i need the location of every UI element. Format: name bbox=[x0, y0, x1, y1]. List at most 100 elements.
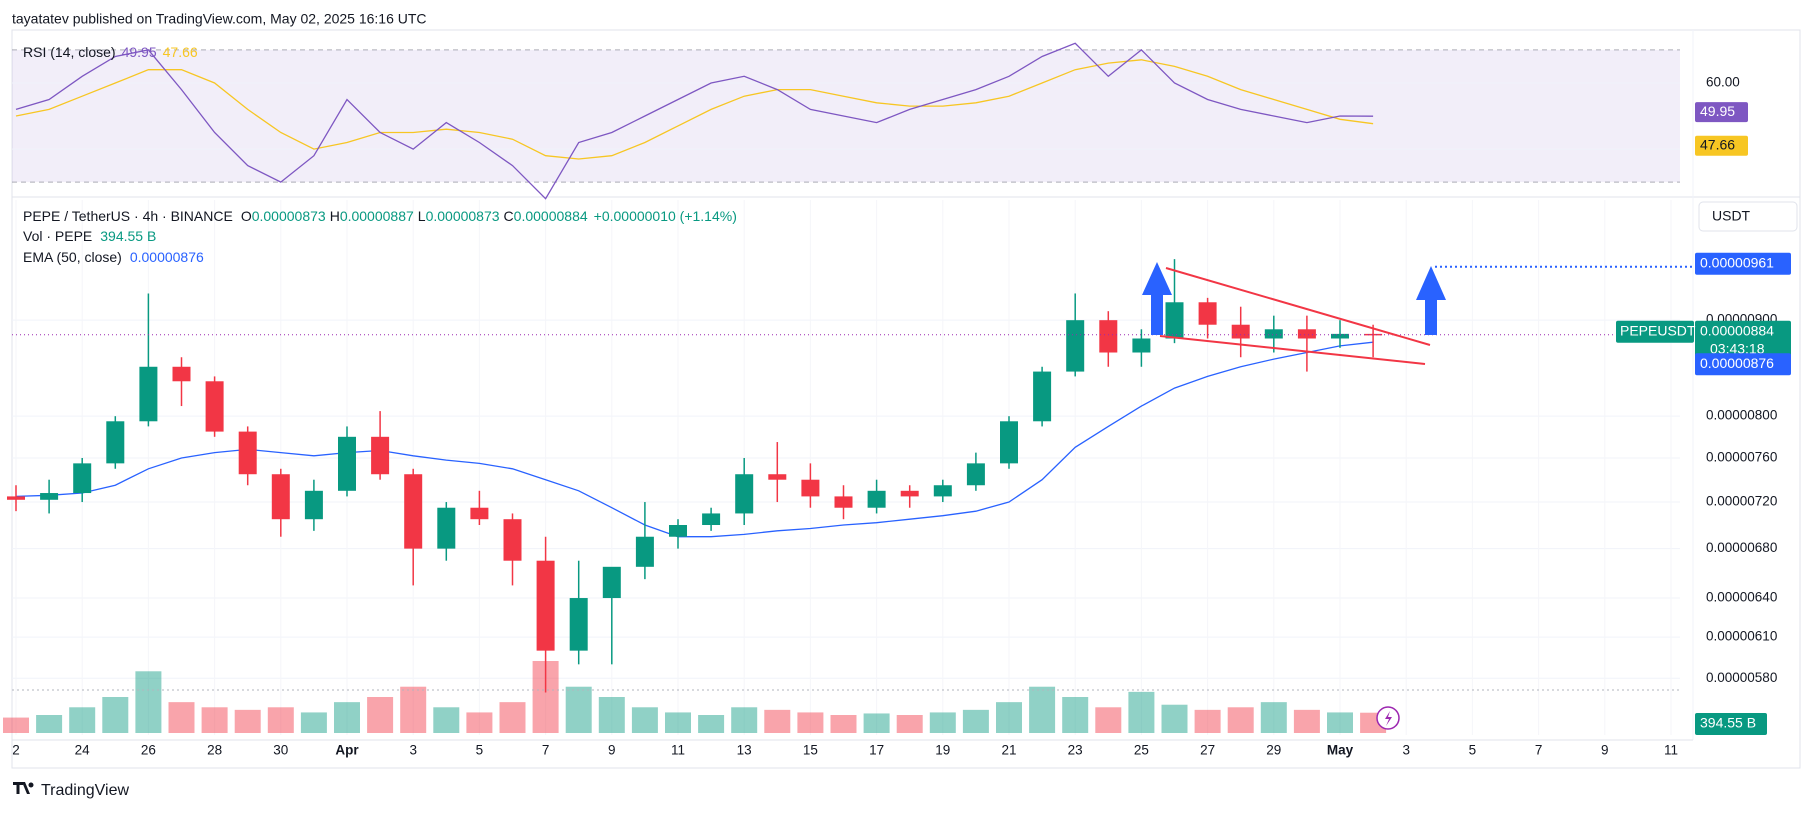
volume-bar bbox=[1062, 697, 1089, 733]
price-label-box bbox=[1695, 320, 1791, 359]
ohlc-key: L bbox=[418, 208, 426, 224]
x-tick-label: 13 bbox=[737, 743, 752, 758]
x-tick-label: 9 bbox=[608, 743, 616, 758]
currency-button[interactable] bbox=[1698, 201, 1798, 232]
x-tick-label: 24 bbox=[75, 743, 91, 758]
candle-body bbox=[669, 525, 687, 537]
candle-body bbox=[1099, 320, 1118, 353]
volume-bar bbox=[3, 717, 29, 733]
countdown: 03:43:18 bbox=[1710, 341, 1765, 357]
x-tick-label: Apr bbox=[335, 743, 359, 758]
candle-body bbox=[205, 381, 224, 432]
volume-bar bbox=[334, 702, 360, 733]
volume-bar bbox=[433, 707, 460, 733]
candle-body bbox=[834, 496, 853, 508]
x-tick-label: 30 bbox=[273, 743, 288, 758]
arrow-up bbox=[1416, 266, 1446, 335]
published: tayatatev published on TradingView.com, … bbox=[12, 11, 427, 27]
ema-value: 0.00000876 bbox=[130, 249, 204, 265]
candle-body bbox=[437, 507, 456, 549]
x-tick-label: 25 bbox=[1134, 743, 1149, 758]
y-tick-label: 0.00000580 bbox=[1706, 670, 1777, 685]
candle-body bbox=[768, 474, 787, 480]
volume-bar bbox=[896, 715, 923, 733]
candle-body bbox=[139, 366, 158, 422]
candle-body bbox=[1297, 329, 1316, 339]
ohlc-value: 0.00000887 bbox=[340, 208, 414, 224]
volume-bar bbox=[1029, 686, 1056, 733]
ema-title: EMA (50, close) bbox=[23, 249, 122, 265]
ohlc-key: C bbox=[504, 208, 514, 224]
candle-body bbox=[735, 474, 754, 514]
price-pane: 0.00000580 0.00000610 0.00000640 0.00000680… bbox=[3, 200, 1791, 758]
change: +0.00000010 (+1.14%) bbox=[594, 208, 737, 224]
candle-body bbox=[1264, 329, 1283, 339]
trendline-lower bbox=[1159, 335, 1426, 365]
ohlc-value: 0.00000873 bbox=[252, 208, 326, 224]
price-label: 0.00000876 bbox=[1700, 355, 1774, 371]
volume-bar bbox=[1260, 702, 1287, 733]
volume-bar bbox=[1227, 707, 1254, 733]
x-tick-label: 29 bbox=[1266, 743, 1281, 758]
candle-body bbox=[338, 436, 356, 491]
candle-body bbox=[966, 463, 985, 486]
currency[interactable]: USDT bbox=[1712, 208, 1751, 224]
x-tick-label: 9 bbox=[1601, 743, 1609, 758]
volume-value: 394.55 B bbox=[100, 228, 156, 244]
candle-body bbox=[271, 474, 290, 520]
y-tick-label: 0.00000680 bbox=[1706, 540, 1777, 555]
volume-bar bbox=[102, 697, 129, 733]
volume-bar bbox=[1293, 709, 1320, 733]
volume-bar bbox=[234, 709, 261, 733]
ohlc-key: H bbox=[330, 208, 340, 224]
volume-bar bbox=[698, 715, 725, 733]
candle-body bbox=[73, 463, 92, 494]
candle-body bbox=[569, 598, 588, 651]
volume-bar bbox=[1128, 691, 1155, 733]
candle-body bbox=[404, 474, 423, 549]
candle-body bbox=[238, 431, 257, 475]
candle-body bbox=[470, 507, 489, 520]
volume-bar bbox=[962, 709, 989, 733]
rsi-ma-value: 47.66 bbox=[163, 44, 198, 60]
x-tick-label: 17 bbox=[869, 743, 884, 758]
candle-body bbox=[1364, 333, 1383, 336]
symbol-title: PEPE / TetherUS · 4h · BINANCE bbox=[23, 208, 233, 224]
volume-bar bbox=[400, 686, 427, 733]
x-tick-label: 7 bbox=[1535, 743, 1543, 758]
price-label-box bbox=[1695, 252, 1791, 275]
candle-body bbox=[602, 566, 621, 599]
rsi-legend: RSI (14, close) 49.95 47.66 bbox=[23, 44, 198, 60]
x-tick-label: 5 bbox=[476, 743, 484, 758]
rsi-title: RSI (14, close) bbox=[23, 44, 116, 60]
volume-bar bbox=[996, 702, 1022, 733]
x-tick-label: 28 bbox=[207, 743, 222, 758]
candle-body bbox=[1231, 324, 1250, 339]
volume-legend: Vol · PEPE 394.55 B bbox=[23, 228, 156, 244]
price-label: 0.00000884 bbox=[1700, 323, 1774, 339]
volume-bar bbox=[598, 697, 625, 733]
symbol-box bbox=[1616, 320, 1694, 343]
symbol-label: PEPEUSDT bbox=[1620, 323, 1696, 339]
candle-body bbox=[1066, 320, 1085, 372]
rsi-ma-line bbox=[15, 59, 1374, 160]
candle-body bbox=[371, 436, 390, 475]
volume-bar bbox=[1161, 704, 1188, 733]
candle-body bbox=[1132, 338, 1151, 353]
volume-bar bbox=[665, 712, 691, 733]
candle-body bbox=[1331, 333, 1349, 339]
volume-bar bbox=[731, 707, 758, 733]
volume-title: Vol · PEPE bbox=[23, 228, 92, 244]
candle-body bbox=[536, 560, 555, 651]
candle-body bbox=[867, 490, 886, 508]
candle-body bbox=[702, 513, 721, 526]
x-tick-label: 19 bbox=[935, 743, 950, 758]
rsi-line bbox=[15, 42, 1374, 200]
y-tick-label: 0.00000760 bbox=[1706, 450, 1777, 465]
volume-bar bbox=[1095, 707, 1122, 733]
volume-bar bbox=[466, 712, 493, 733]
rsi-price-box bbox=[1695, 102, 1748, 123]
volume-bar bbox=[300, 712, 327, 733]
candle-body bbox=[1165, 302, 1184, 339]
x-tick-label: 2 bbox=[12, 743, 20, 758]
